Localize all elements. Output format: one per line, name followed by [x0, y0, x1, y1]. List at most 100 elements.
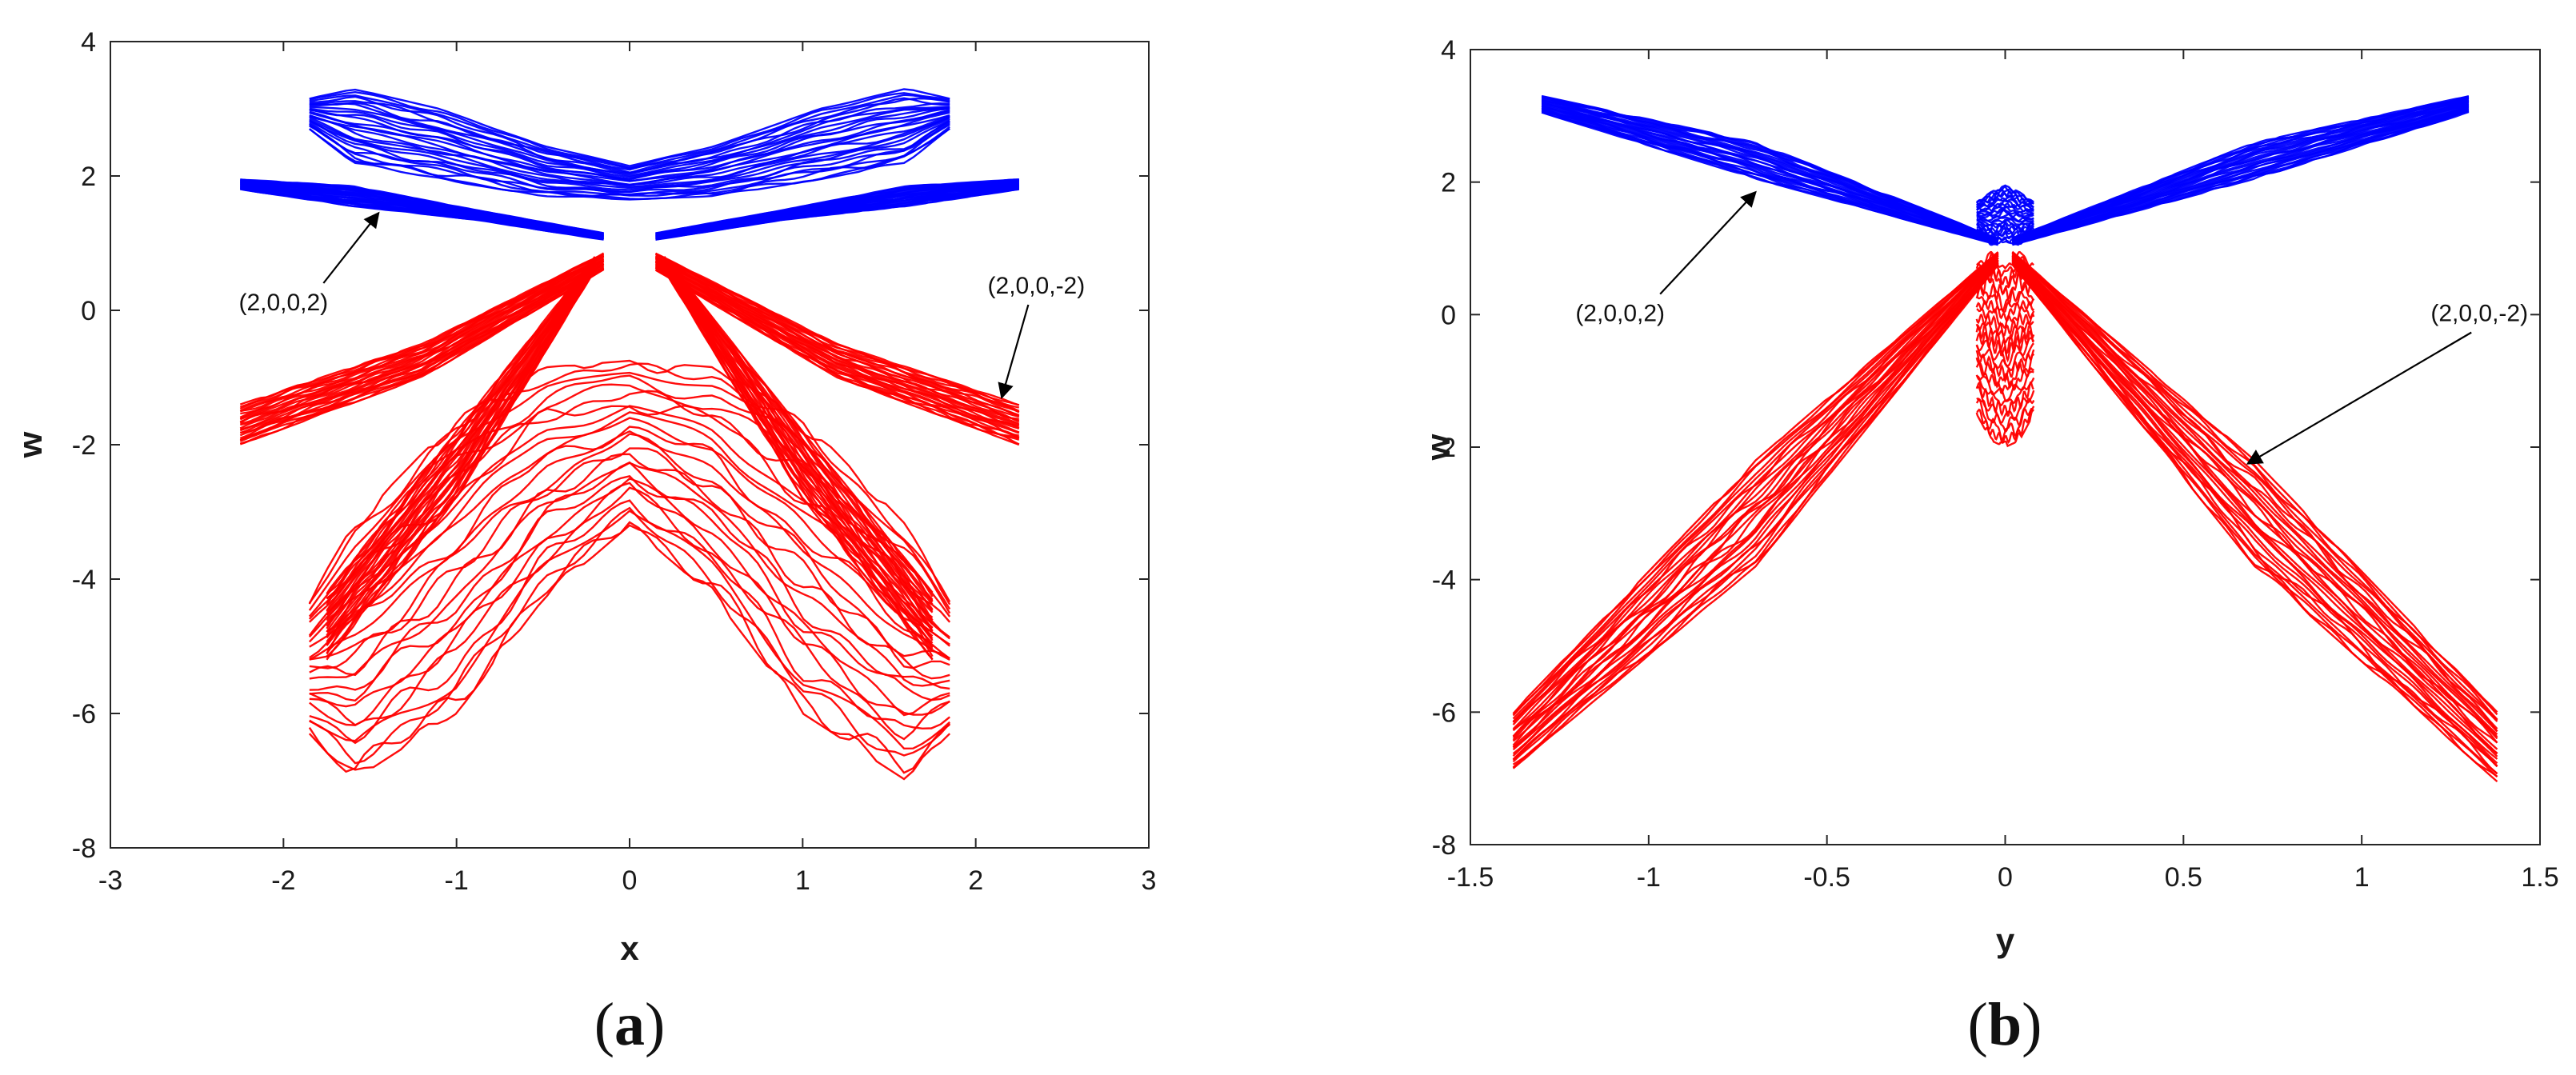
trajectory-strand — [1512, 260, 1999, 755]
x-tick-label: -1 — [1637, 862, 1661, 893]
trajectory-strand — [1975, 409, 2034, 448]
trajectory-strand — [308, 359, 951, 605]
series-1-band-0 — [308, 359, 951, 781]
x-tick-label: 0 — [1998, 862, 2013, 893]
trajectory-strand — [1512, 258, 1999, 749]
series-0-band-2 — [655, 178, 1020, 241]
trajectory-strand — [1975, 321, 2034, 345]
x-tick-label: -3 — [98, 865, 122, 896]
trajectory-strand — [1975, 280, 2035, 313]
trajectory-strand — [1976, 398, 2035, 433]
trajectory-strand — [239, 252, 605, 406]
trajectory-strand — [1975, 252, 2034, 278]
x-tick-label: 2 — [968, 865, 983, 896]
trajectory-strand — [1976, 386, 2035, 425]
trajectory-strand — [1975, 353, 2035, 389]
y-tick-label: 4 — [1441, 35, 1456, 66]
trajectory-strand — [2011, 262, 2498, 775]
x-tick-label: 3 — [1142, 865, 1157, 896]
trajectory-strand — [1512, 253, 1999, 722]
trajectory-strand — [1512, 254, 1999, 724]
trajectory-strand — [654, 252, 1020, 406]
trajectory-strand — [1976, 291, 2035, 314]
trajectory-strand — [2011, 253, 2498, 722]
annotation-label: (2,0,0,2) — [238, 290, 328, 316]
series-1 — [239, 252, 1020, 781]
series-0-band-2 — [1975, 184, 2035, 246]
series-1-band-2 — [654, 252, 1020, 446]
trajectory-strand — [309, 119, 950, 191]
trajectory-strand — [1976, 184, 2034, 203]
trajectory-strand — [2011, 256, 2498, 740]
trajectory-strand — [240, 255, 605, 413]
trajectory-strand — [1975, 270, 2035, 295]
trajectory-strand — [1976, 209, 2034, 221]
trajectory-strand — [1512, 257, 1999, 738]
series-0-band-0 — [1541, 94, 1999, 246]
trajectory-strand — [2012, 104, 2470, 244]
series-0-band-1 — [2011, 94, 2470, 246]
trajectory-strand — [2012, 106, 2470, 244]
trajectory-strand — [308, 371, 951, 611]
trajectory-strand — [1976, 202, 2034, 214]
panel-label: (a) — [594, 991, 666, 1058]
trajectory-strand — [2011, 94, 2470, 240]
x-tick-label: -0.5 — [1803, 862, 1850, 893]
y-axis-label: w — [11, 431, 49, 458]
trajectory-strand — [1512, 251, 1999, 714]
trajectory-strand — [1975, 337, 2035, 367]
y-tick-label: -4 — [1432, 565, 1456, 596]
trajectory-strand — [308, 362, 951, 604]
trajectory-strand — [654, 261, 1020, 427]
trajectory-strand — [2012, 106, 2470, 244]
annotation-label: (2,0,0,2) — [1575, 301, 1665, 327]
y-tick-label: 0 — [81, 296, 96, 326]
y-tick-label: -6 — [72, 699, 96, 729]
trajectory-strand — [1976, 250, 2034, 270]
trajectory-strand — [2011, 263, 2498, 777]
trajectory-strand — [309, 447, 950, 669]
trajectory-strand — [326, 256, 596, 595]
axes-frame — [1470, 49, 2541, 845]
trajectory-strand — [309, 486, 950, 741]
trajectory-strand — [1512, 251, 1999, 715]
annotation-0: (2,0,0,2) — [1575, 190, 1757, 327]
trajectory-strand — [663, 266, 934, 644]
trajectory-strand — [2011, 95, 2470, 240]
x-tick-label: 1 — [795, 865, 810, 896]
trajectory-strand — [309, 106, 950, 177]
trajectory-strand — [1512, 252, 1999, 720]
annotation-arrow — [322, 211, 380, 284]
annotation-0: (2,0,0,2) — [238, 211, 380, 316]
trajectory-strand — [309, 433, 950, 661]
series-0 — [240, 88, 1020, 241]
trajectory-strand — [2011, 258, 2498, 754]
trajectory-strand — [663, 261, 934, 618]
trajectory-strand — [2011, 254, 2498, 733]
trajectory-strand — [2011, 259, 2498, 757]
trajectory-strand — [308, 521, 951, 781]
trajectory-strand — [2011, 252, 2498, 721]
trajectory-strand — [1512, 254, 1999, 731]
trajectory-strand — [1541, 94, 1999, 240]
trajectory-strand — [1976, 222, 2035, 235]
trajectory-strand — [2012, 99, 2470, 242]
x-tick-label: 0 — [622, 865, 638, 896]
trajectory-strand — [309, 474, 950, 702]
trajectory-strand — [309, 88, 950, 167]
trajectory-strand — [309, 453, 950, 680]
trajectory-strand — [308, 411, 950, 645]
trajectory-strand — [308, 524, 950, 774]
series-1-band-3 — [326, 256, 596, 661]
trajectory-strand — [655, 178, 1019, 234]
y-tick-label: -4 — [72, 565, 96, 595]
annotation-arrow — [2246, 331, 2472, 465]
x-tick-label: 1 — [2354, 862, 2370, 893]
panel-label: (b) — [1968, 991, 2042, 1058]
y-tick-label: -8 — [72, 833, 96, 864]
trajectory-strand — [326, 266, 596, 646]
trajectory-strand — [2011, 254, 2498, 733]
series-1 — [1512, 250, 2498, 783]
y-tick-label: 4 — [81, 27, 96, 58]
